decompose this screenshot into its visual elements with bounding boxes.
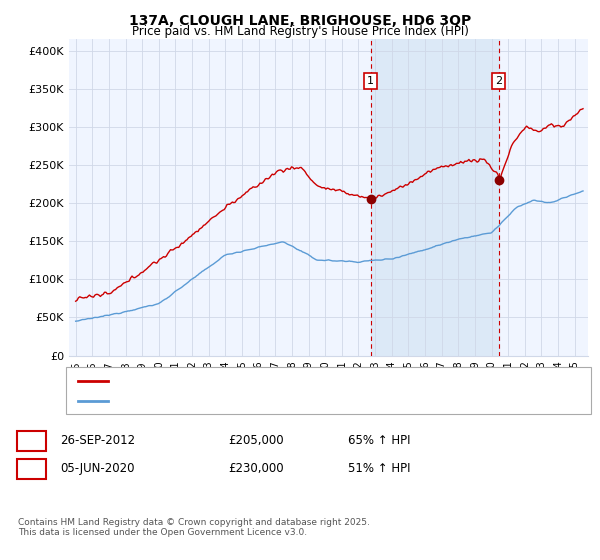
Text: 2: 2: [495, 76, 502, 86]
Text: 51% ↑ HPI: 51% ↑ HPI: [348, 462, 410, 475]
Text: 137A, CLOUGH LANE, BRIGHOUSE, HD6 3QP (semi-detached house): 137A, CLOUGH LANE, BRIGHOUSE, HD6 3QP (s…: [114, 376, 468, 386]
Text: 26-SEP-2012: 26-SEP-2012: [60, 434, 135, 447]
Text: Contains HM Land Registry data © Crown copyright and database right 2025.
This d: Contains HM Land Registry data © Crown c…: [18, 518, 370, 538]
Text: HPI: Average price, semi-detached house, Kirklees: HPI: Average price, semi-detached house,…: [114, 396, 377, 406]
Text: £230,000: £230,000: [228, 462, 284, 475]
Bar: [371, 39, 499, 356]
Text: 1: 1: [367, 76, 374, 86]
Text: £205,000: £205,000: [228, 434, 284, 447]
Text: 05-JUN-2020: 05-JUN-2020: [60, 462, 134, 475]
Text: 137A, CLOUGH LANE, BRIGHOUSE, HD6 3QP: 137A, CLOUGH LANE, BRIGHOUSE, HD6 3QP: [129, 14, 471, 28]
Text: 65% ↑ HPI: 65% ↑ HPI: [348, 434, 410, 447]
Text: 2: 2: [27, 462, 35, 475]
Text: Price paid vs. HM Land Registry's House Price Index (HPI): Price paid vs. HM Land Registry's House …: [131, 25, 469, 38]
Text: 1: 1: [27, 434, 35, 447]
